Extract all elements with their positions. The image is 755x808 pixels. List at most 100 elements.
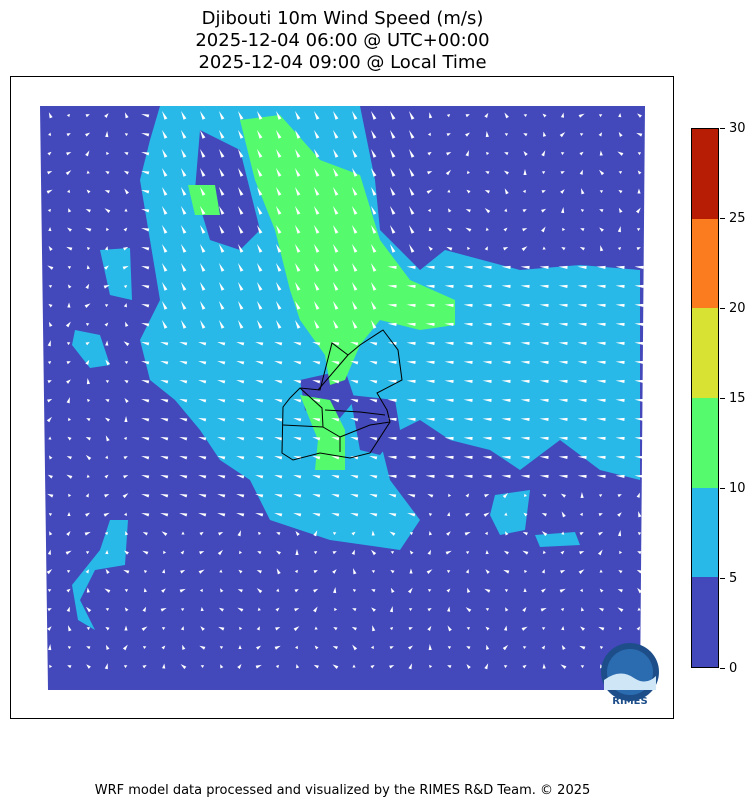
wind-arrow [333,186,339,196]
wind-arrow [331,342,340,346]
wind-arrow [577,341,587,346]
wind-arrow [106,227,110,232]
wind-arrow [162,262,168,272]
wind-arrow [463,474,473,479]
wind-arrow [238,110,244,120]
wind-arrow [333,167,339,177]
wind-arrow [312,361,321,365]
wind-arrow [276,243,282,253]
wind-arrow [160,399,169,403]
wind-arrow [596,360,606,365]
wind-arrow [390,243,396,253]
wind-arrow [444,436,454,441]
wind-arrow [85,341,90,346]
wind-arrow [444,455,454,460]
wind-arrow [85,227,92,232]
wind-arrow [390,551,394,555]
wind-arrow [219,129,225,139]
wind-arrow [466,627,470,631]
wind-arrow [617,530,622,537]
wind-arrow [482,417,492,422]
wind-arrow [104,531,108,536]
wind-arrow [387,265,397,270]
wind-arrow [105,131,109,138]
wind-arrow [428,246,433,251]
wind-arrow [485,151,490,156]
colorbar-tick-label: 15 [720,391,746,406]
wind-arrow [104,246,109,251]
wind-arrow [67,189,71,193]
wind-arrow [255,494,264,498]
wind-arrow [331,494,340,498]
wind-arrow [539,284,549,289]
title-line-2: 2025-12-04 06:00 @ UTC+00:00 [195,30,490,51]
wind-arrow [465,569,469,574]
wind-arrow [542,494,547,498]
wind-arrow [579,151,584,156]
wind-arrow [275,627,281,631]
colorbar-segment [692,218,718,309]
wind-arrow [577,360,587,365]
wind-arrow [331,361,340,365]
wind-arrow [637,170,642,175]
wind-arrow [198,437,207,441]
wind-arrow [596,303,606,308]
wind-arrow [579,532,584,536]
wind-arrow [162,110,168,120]
wind-arrow [444,360,454,365]
wind-arrow [257,607,261,611]
wind-arrow [143,588,147,593]
wind-arrow [485,227,489,231]
wind-arrow [371,589,376,593]
colorbar-segment [692,487,718,578]
wind-arrow [521,246,528,252]
wind-arrow [198,399,207,403]
wind-arrow [293,475,302,479]
wind-arrow [541,190,546,194]
wind-arrow [407,513,416,517]
wind-arrow [238,262,244,272]
wind-arrow [463,417,473,422]
wind-arrow [85,454,92,461]
wind-arrow [123,475,129,479]
wind-arrow [257,531,262,536]
wind-arrow [66,456,72,460]
wind-arrow [561,626,565,631]
wind-arrow [425,265,435,270]
wind-arrow [122,493,129,499]
wind-arrow [425,284,435,289]
wind-arrow [369,380,378,384]
wind-arrow [199,645,206,650]
wind-arrow [257,551,262,555]
speed-5-10-patch [100,248,132,300]
wind-arrow [86,323,90,327]
wind-arrow [351,531,356,536]
wind-arrow [369,361,378,365]
wind-arrow [66,227,72,232]
wind-arrow [218,626,225,631]
wind-arrow [314,243,320,253]
wind-arrow [237,530,241,537]
wind-arrow [634,265,644,270]
wind-arrow [295,129,301,139]
wind-arrow [634,360,644,365]
wind-arrow [105,435,110,442]
wind-arrow [256,645,262,650]
wind-arrow [520,360,530,365]
wind-arrow [409,205,415,215]
wind-arrow [560,569,566,574]
wind-arrow [577,455,587,460]
wind-arrow [122,644,128,651]
wind-arrow [522,209,527,213]
wind-arrow [522,228,528,232]
wind-arrow [352,300,358,310]
speed-5-10-region [140,106,640,550]
wind-arrow [466,189,471,194]
wind-arrow [615,284,625,289]
wind-arrow [444,265,454,270]
wind-arrow [219,646,224,650]
wind-arrow [276,532,281,536]
wind-arrow [274,342,283,346]
wind-arrow [255,456,264,460]
